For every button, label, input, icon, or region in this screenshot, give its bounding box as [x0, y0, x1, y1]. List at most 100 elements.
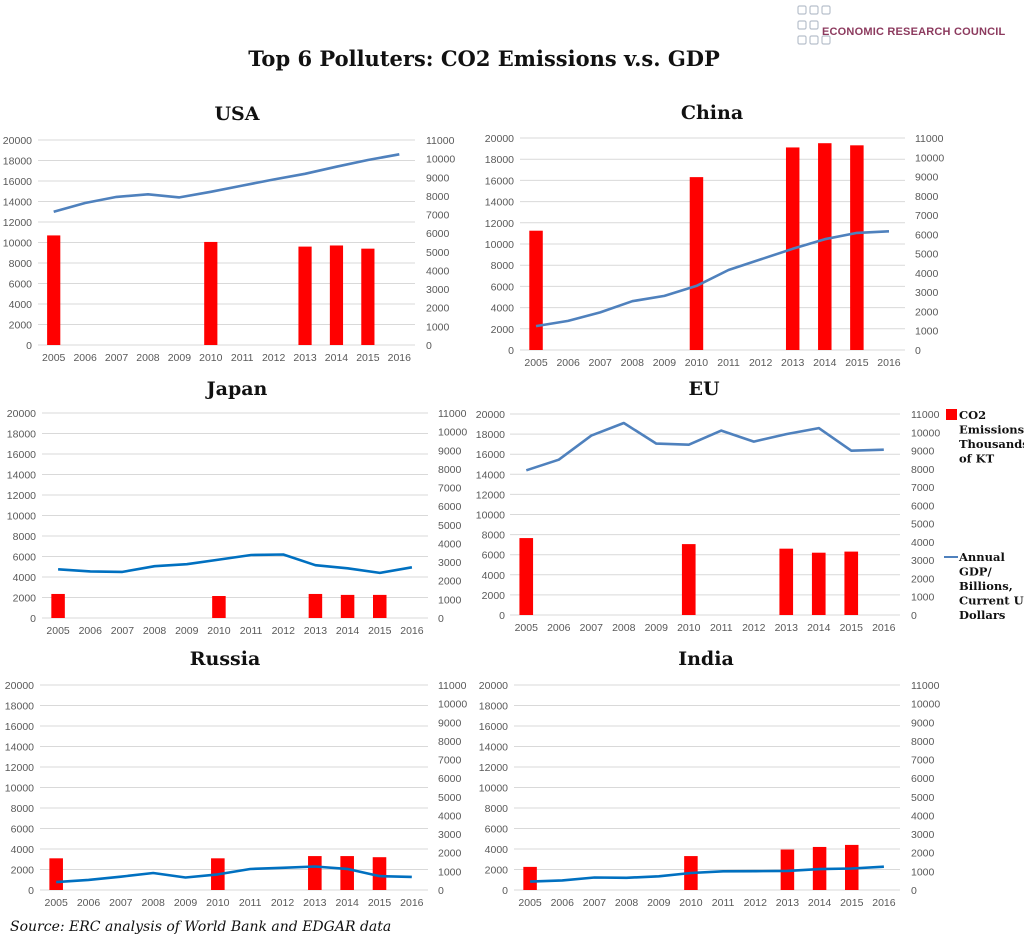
main-title: Top 6 Polluters: CO2 Emissions v.s. GDP: [248, 46, 720, 71]
y-tick-left: 6000: [485, 824, 509, 836]
x-tick: 2005: [44, 897, 68, 909]
y-tick-left: 10000: [485, 239, 514, 251]
y-tick-right: 1000: [911, 592, 935, 604]
y-tick-right: 8000: [438, 736, 462, 748]
co2-bar-2015: [373, 595, 387, 618]
y-tick-right: 8000: [911, 736, 935, 748]
x-tick: 2008: [612, 622, 636, 634]
y-tick-right: 4000: [438, 538, 462, 550]
x-tick: 2005: [518, 897, 542, 909]
x-tick: 2009: [645, 622, 669, 634]
y-tick-right: 4000: [426, 265, 450, 277]
x-tick: 2007: [589, 357, 613, 369]
x-tick: 2007: [109, 897, 133, 909]
x-tick: 2016: [872, 622, 896, 634]
co2-bar-2005: [49, 858, 63, 890]
panel-title: India: [678, 648, 734, 670]
y-tick-right: 3000: [438, 829, 462, 841]
panel-title: EU: [688, 378, 719, 400]
y-tick-right: 4000: [911, 537, 935, 549]
y-tick-right: 10000: [911, 427, 940, 439]
x-tick: 2008: [621, 357, 645, 369]
y-tick-left: 8000: [9, 258, 33, 270]
panel-eu: EU02000400060008000100001200014000160001…: [476, 378, 941, 634]
y-tick-left: 8000: [491, 260, 515, 272]
co2-bar-2005: [51, 594, 65, 618]
y-tick-right: 6000: [911, 500, 935, 512]
co2-bar-2005: [47, 235, 60, 345]
legend-gdp-label: GDP/: [959, 565, 992, 579]
y-tick-left: 4000: [491, 303, 515, 315]
y-tick-left: 14000: [479, 742, 508, 754]
y-tick-left: 14000: [7, 470, 36, 482]
x-tick: 2012: [262, 352, 286, 364]
y-tick-left: 6000: [11, 824, 35, 836]
panel-usa: USA0200040006000800010000120001400016000…: [3, 103, 456, 364]
x-tick: 2005: [42, 352, 66, 364]
y-tick-left: 12000: [485, 218, 514, 230]
x-tick: 2006: [551, 897, 575, 909]
y-tick-left: 8000: [13, 531, 37, 543]
x-tick: 2008: [141, 897, 165, 909]
y-tick-left: 20000: [476, 409, 505, 421]
x-tick: 2015: [840, 622, 864, 634]
y-tick-left: 4000: [485, 844, 509, 856]
y-tick-left: 12000: [5, 762, 34, 774]
x-tick: 2016: [400, 625, 424, 637]
x-tick: 2007: [580, 622, 604, 634]
x-tick: 2016: [388, 352, 412, 364]
co2-bar-2005: [523, 867, 537, 890]
x-tick: 2011: [717, 357, 740, 369]
y-tick-left: 14000: [3, 197, 32, 209]
x-tick: 2012: [272, 625, 296, 637]
y-tick-left: 0: [499, 610, 505, 622]
y-tick-right: 8000: [911, 464, 935, 476]
x-tick: 2013: [303, 897, 327, 909]
y-tick-right: 10000: [438, 699, 467, 711]
y-tick-right: 0: [911, 610, 917, 622]
y-tick-left: 18000: [476, 429, 505, 441]
y-tick-right: 5000: [438, 520, 462, 532]
y-tick-left: 2000: [491, 324, 515, 336]
gdp-line: [58, 555, 412, 573]
co2-bar-2015: [373, 857, 387, 890]
y-tick-right: 10000: [438, 427, 467, 439]
x-tick: 2010: [206, 897, 230, 909]
logo-square-icon: [822, 6, 830, 14]
y-tick-left: 2000: [13, 593, 37, 605]
y-tick-left: 4000: [13, 572, 37, 584]
co2-bar-2013: [779, 549, 793, 615]
y-tick-left: 16000: [3, 176, 32, 188]
y-tick-right: 0: [915, 345, 921, 357]
y-tick-left: 0: [26, 340, 32, 352]
x-tick: 2006: [73, 352, 97, 364]
x-tick: 2010: [685, 357, 709, 369]
y-tick-right: 1000: [438, 866, 462, 878]
legend-gdp-label: Current US: [959, 594, 1024, 608]
y-tick-right: 5000: [911, 792, 935, 804]
x-tick: 2011: [712, 897, 735, 909]
y-tick-right: 8000: [426, 191, 450, 203]
legend-gdp-label: Dollars: [959, 608, 1005, 622]
x-tick: 2006: [79, 625, 103, 637]
y-tick-right: 10000: [915, 152, 944, 164]
x-tick: 2008: [143, 625, 167, 637]
y-tick-left: 2000: [485, 865, 509, 877]
y-tick-right: 6000: [438, 501, 462, 513]
y-tick-left: 20000: [5, 680, 34, 692]
y-tick-right: 7000: [911, 755, 935, 767]
source-note: Source: ERC analysis of World Bank and E…: [10, 919, 391, 935]
co2-bar-2010: [204, 242, 217, 345]
y-tick-right: 2000: [438, 848, 462, 860]
x-tick: 2012: [271, 897, 295, 909]
y-tick-left: 0: [502, 885, 508, 897]
y-tick-left: 10000: [3, 238, 32, 250]
y-tick-left: 8000: [482, 530, 506, 542]
x-tick: 2008: [615, 897, 639, 909]
co2-bar-2014: [340, 856, 354, 890]
x-tick: 2011: [239, 897, 262, 909]
x-tick: 2009: [175, 625, 199, 637]
y-tick-left: 18000: [5, 701, 34, 713]
